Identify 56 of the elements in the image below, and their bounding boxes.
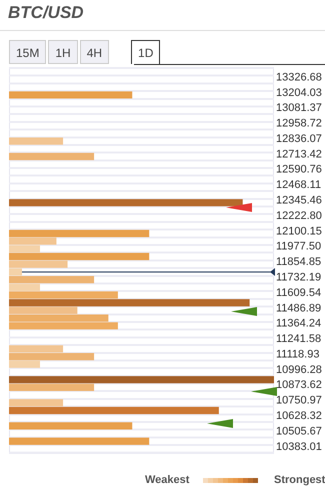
y-tick-label: 12345.46: [276, 194, 322, 207]
y-tick-label: 11732.19: [276, 271, 322, 284]
bar: [9, 360, 40, 368]
bar: [9, 152, 94, 160]
bar: [9, 345, 64, 353]
bar: [9, 438, 150, 445]
y-tick-label: 13081.37: [276, 102, 322, 114]
bar: [9, 245, 40, 252]
bar: [9, 306, 78, 314]
bar: [9, 384, 94, 391]
y-tick-label: 11609.54: [276, 286, 322, 299]
bar: [9, 422, 132, 430]
bar: [9, 230, 150, 238]
y-tick-label: 13326.68: [276, 71, 322, 84]
bar: [9, 260, 68, 268]
bar: [9, 399, 64, 406]
bar: [9, 376, 274, 384]
bar: [9, 406, 219, 414]
y-tick-label: 12222.80: [276, 210, 322, 222]
y-tick-label: 12468.11: [276, 179, 322, 192]
y-tick-label: 11854.85: [276, 256, 322, 268]
bar: [9, 352, 94, 360]
chart-title: BTC/USD: [8, 3, 84, 23]
y-tick-label: 12958.72: [276, 118, 322, 130]
y-tick-label: 11241.58: [276, 333, 322, 346]
text: 1H: [48, 40, 78, 64]
y-tick-label: 10628.32: [276, 410, 322, 422]
y-tick-label: 10750.97: [276, 394, 322, 407]
y-tick-label: 10996.28: [276, 364, 322, 376]
bar: [9, 137, 64, 145]
text: 15M: [9, 40, 46, 64]
y-tick-label: 12590.76: [276, 164, 322, 176]
bar: [9, 276, 94, 284]
bar: [9, 252, 150, 260]
bar: [9, 299, 250, 306]
bar: [9, 199, 243, 206]
text: 1D: [131, 40, 160, 64]
y-tick-label: 12713.42: [276, 148, 322, 160]
y-tick-label: 12100.15: [276, 225, 322, 238]
y-tick-label: 11118.93: [276, 348, 320, 360]
y-tick-label: 11486.89: [276, 302, 322, 314]
y-tick-label: 11977.50: [276, 240, 322, 253]
y-tick-label: 10505.67: [276, 425, 322, 438]
bar: [9, 284, 40, 291]
y-tick-label: 10383.01: [276, 440, 322, 453]
bar: [9, 238, 56, 245]
text: Strongest: [274, 474, 325, 486]
y-tick-label: 12836.07: [276, 132, 322, 145]
text: Weakest: [145, 474, 190, 486]
bar: [9, 268, 22, 276]
y-tick-label: 11364.24: [276, 318, 322, 330]
bar: [9, 291, 118, 299]
bar: [9, 91, 132, 99]
y-tick-label: 10873.62: [276, 379, 322, 392]
y-tick-label: 13204.03: [276, 86, 322, 99]
text: 4H: [80, 40, 110, 64]
